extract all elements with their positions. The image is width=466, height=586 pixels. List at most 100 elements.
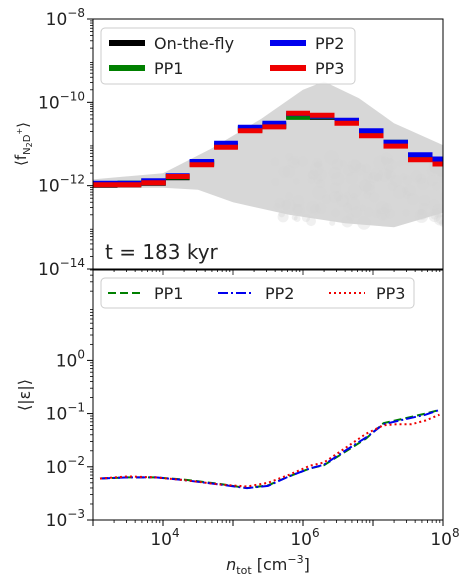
scatter-point — [354, 163, 367, 176]
scatter-point — [437, 171, 443, 183]
scatter-point — [306, 216, 316, 227]
scatter-point — [331, 208, 340, 218]
scatter-point — [313, 168, 327, 182]
scatter-point — [330, 172, 345, 186]
scatter-point — [444, 173, 451, 180]
scatter-point — [385, 165, 394, 173]
scatter-point — [444, 216, 456, 228]
scatter-point — [401, 186, 409, 194]
scatter-point — [329, 190, 342, 204]
scatter-point — [307, 170, 317, 180]
scatter-point — [368, 172, 380, 183]
scatter-point — [383, 169, 393, 179]
scatter-point — [449, 196, 456, 203]
scatter-point — [306, 201, 319, 214]
top-panel: 10−14 10−12 10−10 10−8 t = 183 kyr On-the-f… — [12, 6, 460, 280]
bottom-x-ticks: 104 106 108 — [92, 520, 460, 550]
scatter-point — [344, 192, 351, 199]
scatter-point — [282, 165, 296, 178]
scatter-point — [273, 203, 281, 210]
scatter-point — [280, 199, 291, 211]
scatter-point — [350, 193, 358, 201]
y-tick-label: 10−10 — [38, 89, 85, 113]
scatter-point — [434, 207, 443, 216]
scatter-point — [451, 214, 460, 223]
scatter-point — [440, 191, 443, 202]
scatter-point — [381, 202, 392, 214]
x-tick-label: 104 — [150, 526, 179, 550]
legend-label-onthefly: On-the-fly — [154, 34, 234, 53]
legend-label-pp1-bottom: PP1 — [154, 284, 183, 303]
scatter-point — [439, 219, 443, 227]
scatter-point — [364, 207, 374, 217]
scatter-point — [414, 209, 429, 223]
scatter-point — [418, 194, 431, 207]
scatter-point — [444, 168, 453, 177]
scatter-point — [404, 184, 416, 197]
scatter-point — [287, 155, 301, 169]
scatter-point — [345, 172, 358, 185]
scatter-point — [428, 209, 442, 223]
scatter-point — [376, 207, 390, 221]
scatter-point — [426, 164, 439, 177]
scatter-point — [363, 183, 375, 196]
scatter-point — [397, 160, 404, 167]
scatter-point — [380, 213, 387, 220]
scatter-point — [380, 152, 393, 165]
scatter-point — [434, 213, 443, 226]
top-frame — [92, 18, 444, 270]
scatter-point — [277, 211, 289, 223]
scatter-point — [324, 150, 339, 165]
scatter-point — [315, 202, 327, 214]
scatter-point — [359, 204, 366, 212]
scatter-point — [435, 215, 443, 224]
scatter-point — [285, 192, 293, 200]
scatter-point — [293, 204, 305, 216]
scatter-point — [312, 185, 327, 200]
y-tick-label: 10−12 — [38, 173, 85, 197]
scatter-point — [402, 175, 412, 185]
top-y-axis-label: ⟨fN2D+⟩ — [12, 122, 34, 166]
top-legend: On-the-fly PP2 PP1 PP3 — [100, 27, 356, 85]
legend-label-pp2-bottom: PP2 — [265, 284, 294, 303]
scatter-point — [437, 165, 443, 178]
bottom-legend: PP1 PP2 PP3 — [100, 277, 415, 309]
scatter-point — [313, 174, 323, 184]
scatter-point — [333, 191, 344, 201]
scatter-point — [331, 158, 344, 171]
scatter-point — [375, 201, 389, 215]
scatter-point — [432, 181, 441, 191]
scatter-point — [363, 171, 373, 182]
scatter-point — [316, 179, 326, 189]
scatter-point — [430, 211, 439, 220]
y-tick-label: 10−8 — [46, 6, 85, 30]
scatter-point — [369, 192, 380, 203]
scatter-point — [431, 203, 443, 218]
scatter-point — [373, 155, 387, 169]
scatter-point — [342, 202, 353, 213]
scatter-point — [346, 213, 355, 222]
scatter-point — [350, 206, 362, 218]
scatter-point — [291, 214, 298, 221]
bottom-panel: 10−3 10−2 10−1 100 104 106 108 PP1 PP2 PP3 ⟨|… — [15, 269, 460, 577]
bottom-frame — [92, 269, 444, 521]
scatter-point — [377, 168, 391, 182]
scatter-point — [372, 209, 382, 218]
x-axis-label: ntot [cm−3] — [226, 553, 310, 577]
scatter-point — [410, 170, 423, 183]
error-lines — [99, 408, 440, 490]
scatter-point — [339, 160, 347, 167]
scatter-point — [403, 191, 411, 199]
scatter-point — [282, 198, 296, 213]
scatter-point — [359, 179, 371, 192]
scatter-point — [361, 163, 371, 173]
scatter-point — [310, 162, 324, 177]
scatter-point — [387, 158, 394, 165]
scatter-point — [328, 167, 341, 179]
scatter-point — [373, 173, 382, 182]
scatter-point — [343, 164, 355, 176]
scatter-point — [321, 194, 332, 204]
scatter-point — [392, 185, 407, 199]
scatter-point — [443, 181, 454, 192]
scatter-point — [383, 158, 397, 172]
